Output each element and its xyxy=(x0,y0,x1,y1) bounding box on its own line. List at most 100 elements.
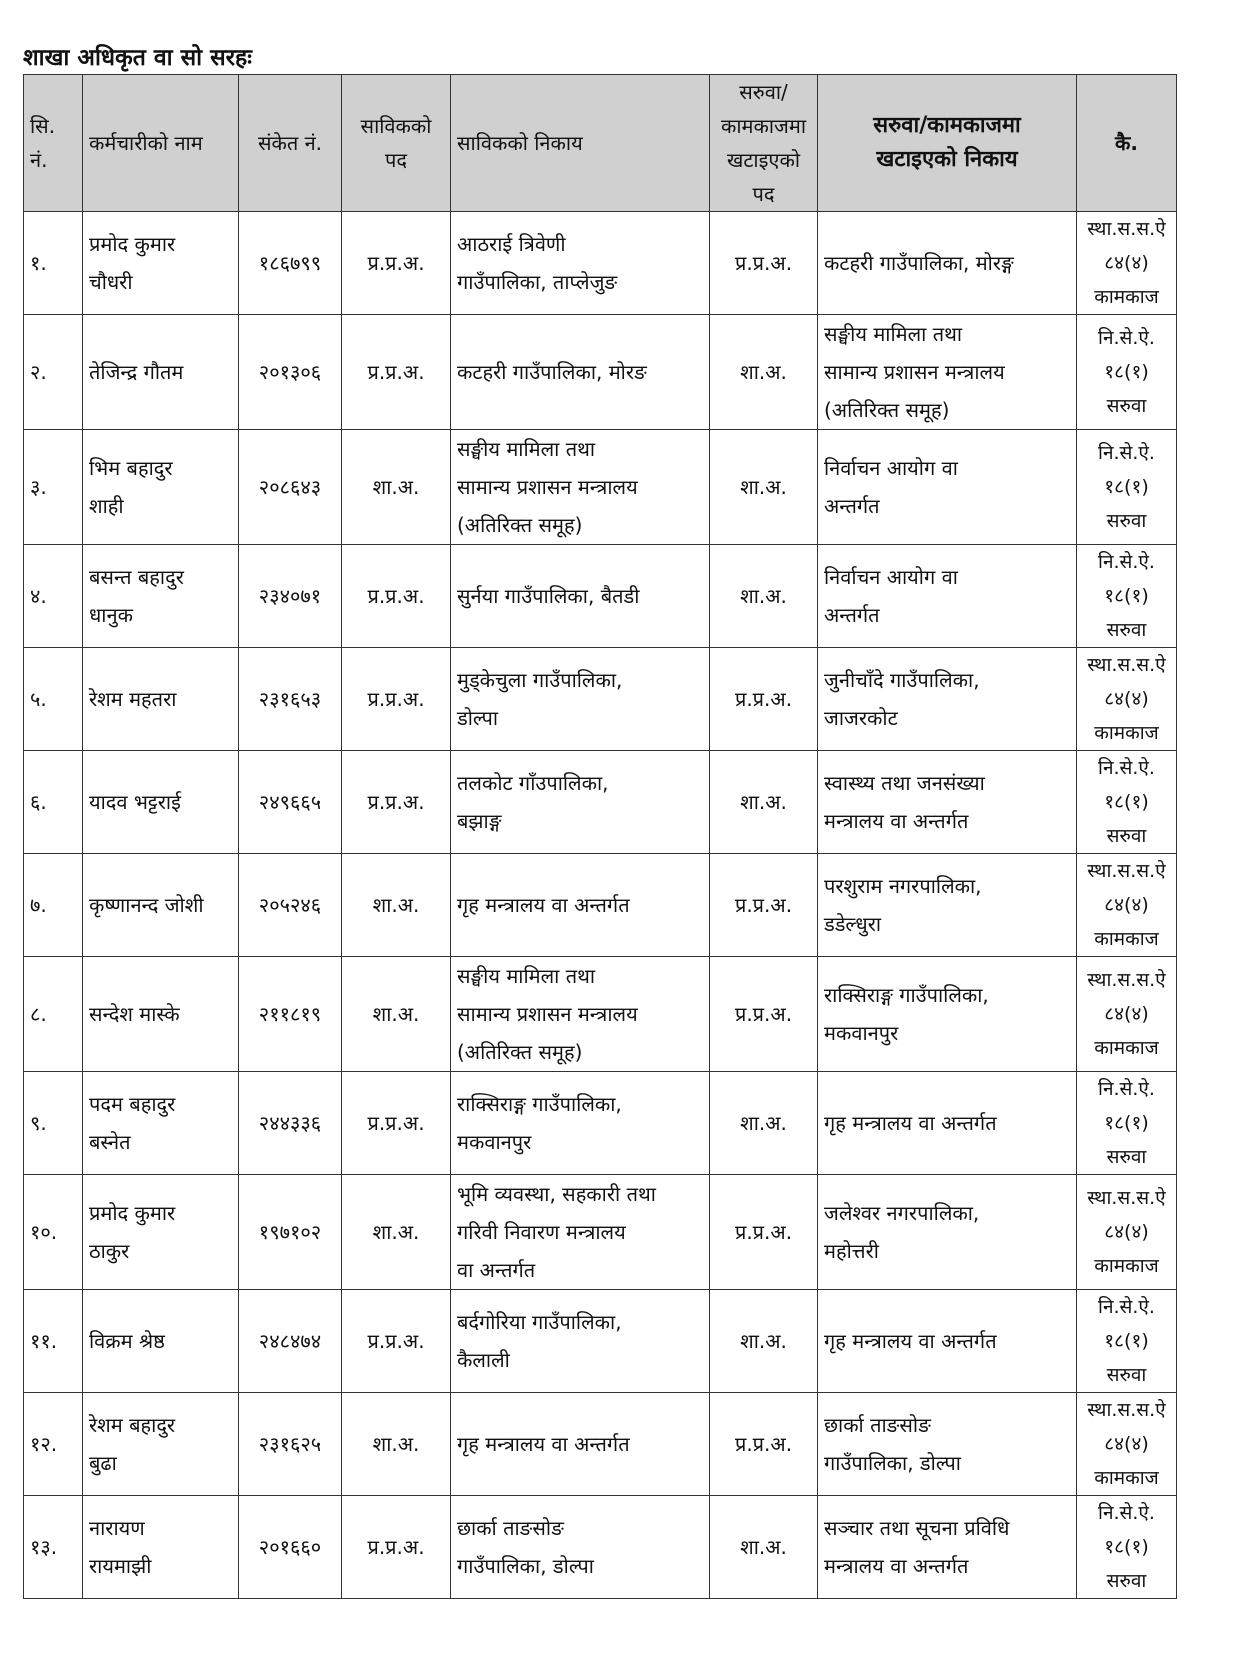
cell-name: विक्रम श्रेष्ठ xyxy=(82,1289,239,1393)
cell-name: सन्देश मास्के xyxy=(82,956,239,1072)
cell-code: २०१३०६ xyxy=(238,314,342,430)
cell-new-post: शा.अ. xyxy=(709,314,818,430)
table-row: ४. बसन्त बहादुर धानुक २३४०७१ प्र.प्र.अ. सुर्न… xyxy=(23,544,1177,648)
cell-name: प्रमोद कुमार ठाकुर xyxy=(82,1174,239,1290)
cell-code: २०५२४६ xyxy=(238,853,342,957)
cell-new-office: सङ्घीय मामिला तथा सामान्य प्रशासन मन्त्रा… xyxy=(817,314,1077,430)
cell-new-post: प्र.प्र.अ. xyxy=(709,211,818,315)
cell-name: रेशम महतरा xyxy=(82,647,239,751)
cell-new-office: परशुराम नगरपालिका, डडेल्धुरा xyxy=(817,853,1077,957)
cell-name: कृष्णानन्द जोशी xyxy=(82,853,239,957)
cell-new-post: शा.अ. xyxy=(709,1289,818,1393)
table-row: ७. कृष्णानन्द जोशी २०५२४६ शा.अ. गृह मन्त्राल… xyxy=(23,853,1177,957)
cell-name: यादव भट्टराई xyxy=(82,750,239,854)
cell-code: २४९६६५ xyxy=(238,750,342,854)
cell-remarks: नि.से.ऐ. १८(१) सरुवा xyxy=(1076,544,1177,648)
cell-name: रेशम बहादुर बुढा xyxy=(82,1392,239,1496)
cell-old-post: शा.अ. xyxy=(341,956,451,1072)
cell-remarks: नि.से.ऐ. १८(१) सरुवा xyxy=(1076,1289,1177,1393)
cell-name: प्रमोद कुमार चौधरी xyxy=(82,211,239,315)
cell-code: १९७१०२ xyxy=(238,1174,342,1290)
cell-sn: ९. xyxy=(23,1071,83,1175)
cell-old-post: शा.अ. xyxy=(341,1174,451,1290)
cell-old-post: प्र.प्र.अ. xyxy=(341,750,451,854)
header-new-post: सरुवा/कामकाजमा खटाइएको पद xyxy=(709,74,818,212)
cell-code: २०८६४३ xyxy=(238,429,342,545)
header-old-post: साविकको पद xyxy=(341,74,451,212)
cell-old-post: शा.अ. xyxy=(341,853,451,957)
header-sn: सि. नं. xyxy=(23,74,83,212)
cell-sn: ७. xyxy=(23,853,83,957)
table-row: ९. पदम बहादुर बस्नेत २४४३३६ प्र.प्र.अ. राक्सि… xyxy=(23,1071,1177,1175)
cell-name: बसन्त बहादुर धानुक xyxy=(82,544,239,648)
header-code: संकेत नं. xyxy=(238,74,342,212)
cell-old-post: प्र.प्र.अ. xyxy=(341,1495,451,1599)
cell-sn: ४. xyxy=(23,544,83,648)
cell-old-office: गृह मन्त्रालय वा अन्तर्गत xyxy=(450,853,710,957)
cell-new-office: जुनीचाँदे गाउँपालिका, जाजरकोट xyxy=(817,647,1077,751)
cell-sn: ८. xyxy=(23,956,83,1072)
cell-old-office: बर्दगोरिया गाउँपालिका, कैलाली xyxy=(450,1289,710,1393)
cell-new-post: प्र.प्र.अ. xyxy=(709,647,818,751)
cell-old-office: सुर्नया गाउँपालिका, बैतडी xyxy=(450,544,710,648)
cell-old-office: राक्सिराङ्ग गाउँपालिका, मकवानपुर xyxy=(450,1071,710,1175)
cell-new-post: शा.अ. xyxy=(709,544,818,648)
cell-old-office: तलकोट गाँउपालिका, बझाङ्ग xyxy=(450,750,710,854)
cell-old-office: भूमि व्यवस्था, सहकारी तथा गरिवी निवारण मन… xyxy=(450,1174,710,1290)
cell-name: भिम बहादुर शाही xyxy=(82,429,239,545)
cell-sn: ५. xyxy=(23,647,83,751)
cell-code: २३१६५३ xyxy=(238,647,342,751)
cell-new-post: प्र.प्र.अ. xyxy=(709,1392,818,1496)
cell-old-post: प्र.प्र.अ. xyxy=(341,647,451,751)
transfer-table: सि. नं. कर्मचारीको नाम संकेत नं. साविकको प… xyxy=(23,74,1177,1599)
cell-remarks: नि.से.ऐ. १८(१) सरुवा xyxy=(1076,1495,1177,1599)
cell-new-office: राक्सिराङ्ग गाउँपालिका, मकवानपुर xyxy=(817,956,1077,1072)
cell-new-office: स्वास्थ्य तथा जनसंख्या मन्त्रालय वा अन्तर… xyxy=(817,750,1077,854)
cell-old-post: प्र.प्र.अ. xyxy=(341,544,451,648)
cell-old-post: प्र.प्र.अ. xyxy=(341,1289,451,1393)
table-row: ६. यादव भट्टराई २४९६६५ प्र.प्र.अ. तलकोट गाँउ… xyxy=(23,750,1177,854)
table-row: १२. रेशम बहादुर बुढा २३१६२५ शा.अ. गृह मन्त्रा… xyxy=(23,1392,1177,1496)
cell-sn: ६. xyxy=(23,750,83,854)
cell-old-office: आठराई त्रिवेणी गाउँपालिका, ताप्लेजुङ xyxy=(450,211,710,315)
cell-code: १८६७९९ xyxy=(238,211,342,315)
cell-code: २३१६२५ xyxy=(238,1392,342,1496)
cell-new-office: गृह मन्त्रालय वा अन्तर्गत xyxy=(817,1071,1077,1175)
cell-old-post: प्र.प्र.अ. xyxy=(341,314,451,430)
cell-remarks: स्था.स.स.ऐ ८४(४) कामकाज xyxy=(1076,211,1177,315)
cell-code: २०१६६० xyxy=(238,1495,342,1599)
cell-code: २४८४७४ xyxy=(238,1289,342,1393)
table-row: १. प्रमोद कुमार चौधरी १८६७९९ प्र.प्र.अ. आठराई… xyxy=(23,211,1177,315)
cell-sn: ३. xyxy=(23,429,83,545)
cell-sn: १०. xyxy=(23,1174,83,1290)
cell-old-office: मुड्केचुला गाउँपालिका, डोल्पा xyxy=(450,647,710,751)
cell-old-office: कटहरी गाउँपालिका, मोरङ xyxy=(450,314,710,430)
cell-remarks: नि.से.ऐ. १८(१) सरुवा xyxy=(1076,1071,1177,1175)
table-row: ५. रेशम महतरा २३१६५३ प्र.प्र.अ. मुड्केचुला ग… xyxy=(23,647,1177,751)
cell-remarks: नि.से.ऐ. १८(१) सरुवा xyxy=(1076,750,1177,854)
cell-code: २३४०७१ xyxy=(238,544,342,648)
cell-new-office: जलेश्वर नगरपालिका, महोत्तरी xyxy=(817,1174,1077,1290)
cell-new-post: शा.अ. xyxy=(709,429,818,545)
cell-remarks: स्था.स.स.ऐ ८४(४) कामकाज xyxy=(1076,853,1177,957)
cell-sn: २. xyxy=(23,314,83,430)
cell-old-post: शा.अ. xyxy=(341,429,451,545)
cell-old-office: गृह मन्त्रालय वा अन्तर्गत xyxy=(450,1392,710,1496)
cell-new-post: शा.अ. xyxy=(709,750,818,854)
cell-remarks: नि.से.ऐ. १८(१) सरुवा xyxy=(1076,429,1177,545)
cell-new-post: शा.अ. xyxy=(709,1071,818,1175)
table-row: ३. भिम बहादुर शाही २०८६४३ शा.अ. सङ्घीय मामिला… xyxy=(23,429,1177,545)
cell-sn: १२. xyxy=(23,1392,83,1496)
cell-new-post: प्र.प्र.अ. xyxy=(709,956,818,1072)
cell-new-post: प्र.प्र.अ. xyxy=(709,1174,818,1290)
cell-new-office: छार्का ताङसोङ गाउँपालिका, डोल्पा xyxy=(817,1392,1077,1496)
cell-old-post: शा.अ. xyxy=(341,1392,451,1496)
table-row: ११. विक्रम श्रेष्ठ २४८४७४ प्र.प्र.अ. बर्दगोर… xyxy=(23,1289,1177,1393)
table-row: २. तेजिन्द्र गौतम २०१३०६ प्र.प्र.अ. कटहरी गा… xyxy=(23,314,1177,430)
cell-new-post: शा.अ. xyxy=(709,1495,818,1599)
cell-code: २४४३३६ xyxy=(238,1071,342,1175)
header-remarks: कै. xyxy=(1076,74,1177,212)
cell-new-office: गृह मन्त्रालय वा अन्तर्गत xyxy=(817,1289,1077,1393)
table-row: ८. सन्देश मास्के २११८१९ शा.अ. सङ्घीय मामिला … xyxy=(23,956,1177,1072)
header-name: कर्मचारीको नाम xyxy=(82,74,239,212)
